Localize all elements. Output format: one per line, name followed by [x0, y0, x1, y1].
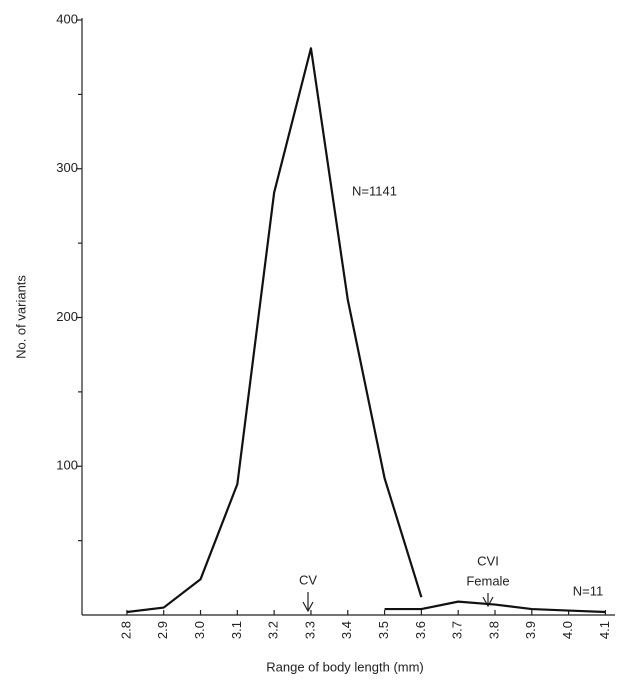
y-tick-label: 200: [56, 309, 78, 324]
x-tick-label: 3.9: [523, 621, 538, 639]
line-series: [384, 600, 606, 614]
annotation: N=11: [573, 583, 603, 598]
arrow: [302, 592, 314, 613]
x-tick-label: 3.7: [450, 621, 465, 639]
y-tick-label: 300: [56, 160, 78, 175]
x-tick-label: 3.3: [302, 621, 317, 639]
y-tick-label: 400: [56, 11, 78, 26]
x-tick-label: 3.1: [229, 621, 244, 639]
x-tick-label: 3.2: [266, 621, 281, 639]
x-tick-label: 3.5: [376, 621, 391, 639]
x-tick-label: 4.0: [560, 621, 575, 639]
line-series: [126, 47, 423, 614]
annotation: Female: [466, 573, 509, 588]
x-tick-label: 2.8: [118, 621, 133, 639]
y-tick-label: 100: [56, 458, 78, 473]
x-axis-label: Range of body length (mm): [266, 659, 424, 674]
x-tick-label: 3.0: [192, 621, 207, 639]
x-tick-label: 3.8: [486, 621, 501, 639]
x-tick-label: 3.6: [413, 621, 428, 639]
x-tick-label: 4.1: [597, 621, 612, 639]
annotation: CV: [299, 572, 317, 587]
x-tick-label: 2.9: [155, 621, 170, 639]
y-axis-label: No. of variants: [13, 275, 28, 359]
annotation: CVI: [477, 553, 499, 568]
annotation: N=1141: [352, 183, 397, 198]
x-tick-label: 3.4: [339, 621, 354, 639]
